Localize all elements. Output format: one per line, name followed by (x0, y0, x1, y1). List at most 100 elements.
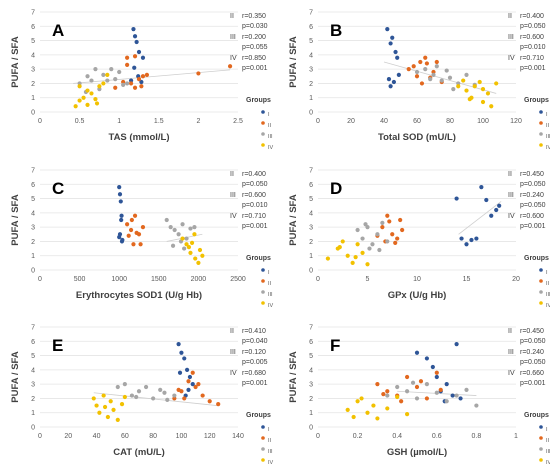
y-tick-label: 0 (309, 425, 313, 432)
x-tick-label: 2.5 (233, 118, 243, 125)
legend-label: III (268, 292, 273, 298)
stat-group-label: III (508, 34, 514, 41)
data-point-group-ii (140, 74, 146, 79)
stat-p-value: p=0.010 (242, 202, 268, 209)
y-tick-label: 1 (31, 253, 35, 260)
data-point-group-ii (390, 232, 395, 237)
data-point-group-iii (434, 64, 439, 69)
data-point-group-iv (405, 412, 410, 417)
data-point-group-ii (125, 55, 130, 60)
data-point-group-i (118, 199, 123, 204)
data-point-group-iv (350, 260, 355, 265)
data-point-group-ii (406, 67, 411, 72)
legend-label: II (268, 438, 272, 444)
stat-r-value: r=0.240 (520, 192, 544, 199)
data-point-group-iii (172, 227, 177, 233)
data-point-group-ii (227, 64, 233, 69)
legend-marker (539, 268, 543, 272)
data-point-group-iv (340, 239, 345, 244)
panel-letter: E (52, 336, 63, 355)
data-point-group-iv (193, 256, 198, 261)
y-tick-label: 7 (309, 325, 313, 332)
data-point-group-ii (385, 389, 390, 394)
legend-marker (539, 132, 543, 136)
data-point-group-ii (424, 396, 429, 401)
stat-group-label: III (230, 192, 236, 199)
data-point-group-i (117, 185, 122, 190)
stat-p-value: p=0.050 (520, 202, 546, 209)
stat-group-label: III (508, 349, 514, 356)
data-point-group-ii (139, 84, 144, 89)
data-point-group-iii (170, 243, 176, 248)
data-point-group-iv (353, 255, 358, 260)
data-point-group-i (450, 393, 455, 398)
stat-group-label: IV (508, 55, 515, 62)
stat-p-value: p=0.001 (242, 223, 268, 230)
y-tick-label: 5 (31, 38, 35, 45)
y-axis-label: PUFA / SFA (288, 351, 299, 403)
data-point-group-ii (196, 71, 201, 76)
y-axis-label: PUFA / SFA (288, 194, 299, 246)
data-point-group-i (117, 232, 123, 237)
data-point-group-i (187, 374, 193, 380)
data-point-group-i (474, 236, 479, 241)
data-point-group-ii (128, 227, 134, 233)
data-point-group-ii (125, 222, 130, 227)
stat-p-value: p=0.030 (242, 23, 268, 30)
legend-marker (261, 458, 265, 462)
data-point-group-i (444, 382, 449, 387)
legend-marker (261, 121, 265, 125)
data-point-group-iv (105, 72, 110, 77)
panel-letter: F (330, 336, 340, 355)
y-tick-label: 2 (309, 81, 313, 88)
data-point-group-iii (101, 72, 106, 77)
x-axis-label: Total SOD (mU/L) (378, 132, 456, 143)
data-point-group-ii (434, 370, 439, 375)
stat-r-value: r=0.850 (242, 55, 266, 62)
x-tick-label: 20 (512, 276, 520, 283)
y-tick-label: 4 (309, 367, 313, 374)
data-point-group-ii (132, 213, 138, 218)
data-point-group-iii (474, 403, 479, 408)
data-point-group-iii (405, 389, 410, 394)
data-point-group-iii (464, 72, 469, 77)
y-tick-label: 3 (31, 225, 35, 232)
data-point-group-ii (128, 81, 134, 86)
panel-letter: D (330, 179, 342, 198)
panel-c: 0 1 2 3 4 5 6 7 0 500 1000 1500 2000 2500 C Erythrocyte… (10, 168, 274, 310)
data-point-group-ii (216, 402, 221, 407)
data-point-group-iii (370, 242, 375, 247)
legend-title: Groups (524, 412, 549, 419)
x-tick-label: 0 (38, 276, 42, 283)
y-tick-label: 4 (31, 367, 35, 374)
data-point-group-iii (439, 78, 444, 83)
data-point-group-ii (418, 59, 423, 65)
legend-label: III (546, 292, 550, 298)
data-point-group-iii (176, 232, 181, 237)
x-tick-label: 20 (64, 433, 72, 440)
stat-r-value: r=0.600 (520, 213, 544, 220)
data-point-group-ii (414, 384, 420, 390)
legend-marker (261, 436, 265, 440)
legend-marker (539, 301, 543, 305)
stat-p-value: p=0.001 (520, 223, 546, 230)
legend-label: II (546, 123, 550, 129)
data-point-group-iv (385, 406, 390, 411)
data-point-group-iii (428, 77, 433, 82)
data-point-group-iv (94, 403, 99, 408)
data-point-group-iii (125, 81, 130, 86)
data-point-group-ii (399, 399, 404, 404)
legend-label: II (546, 281, 550, 287)
data-point-group-iii (414, 69, 420, 75)
y-tick-label: 4 (31, 210, 35, 217)
data-point-group-i (119, 213, 124, 218)
data-point-group-ii (129, 217, 134, 223)
legend-title: Groups (246, 97, 271, 104)
data-point-group-iii (162, 390, 167, 395)
data-point-group-iv (477, 79, 482, 85)
x-tick-label: 1 (514, 433, 518, 440)
legend-label: III (546, 449, 550, 455)
data-point-group-iv (94, 101, 100, 106)
data-point-group-ii (424, 61, 429, 66)
